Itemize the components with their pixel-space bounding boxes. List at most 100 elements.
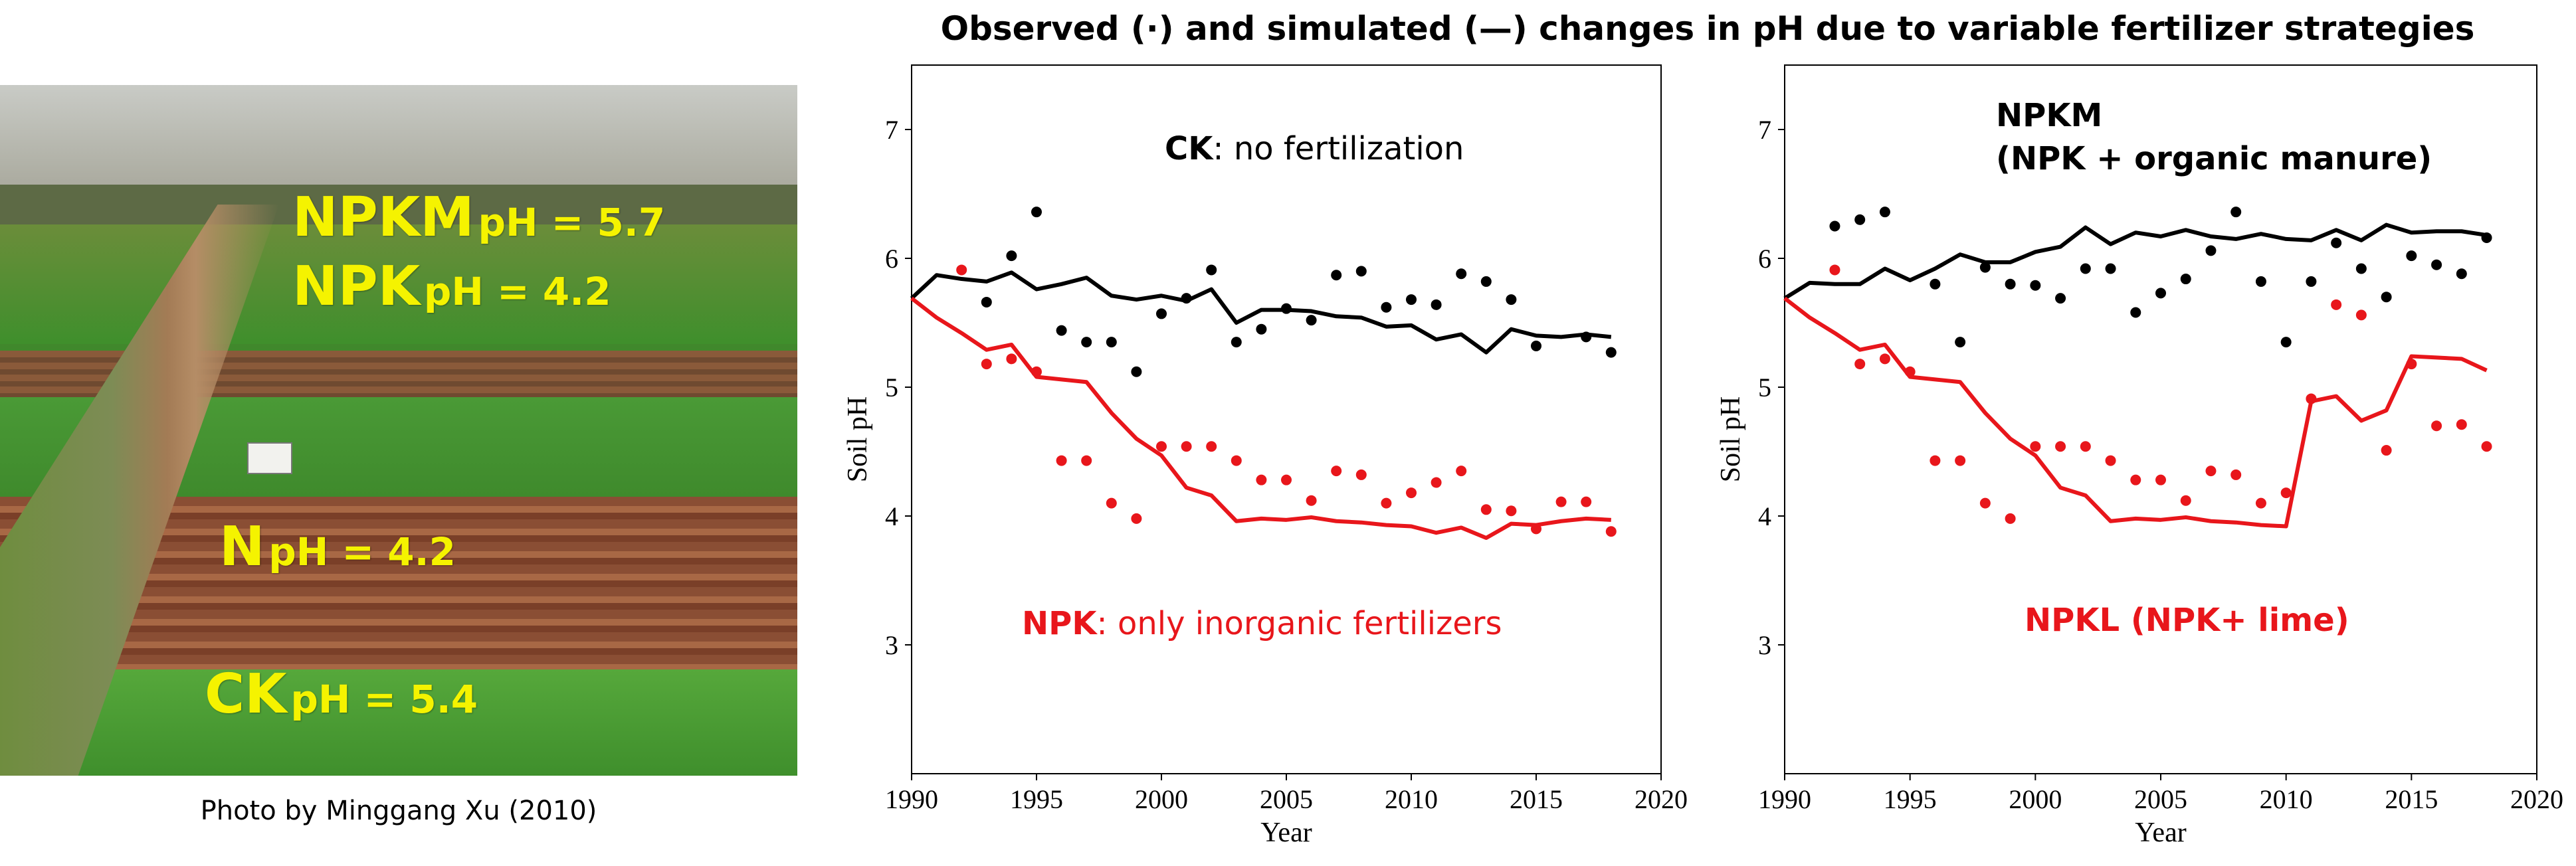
x-tick-label: 2010 — [2260, 784, 2313, 814]
observed-point-black — [1955, 337, 1966, 348]
observed-point-red — [1904, 366, 1916, 377]
observed-point-red — [1081, 455, 1092, 466]
observed-point-red — [2230, 469, 2242, 480]
photo-label-npk: NPK pH = 4.2 — [292, 255, 611, 318]
x-tick-label: 1995 — [1010, 784, 1063, 814]
observed-point-black — [2355, 263, 2367, 274]
observed-point-red — [1131, 513, 1142, 524]
chart-panel-1: 1990 1995 2000 2005 2010 2015 2020 3 4 5 6 7 Year Soi… — [842, 64, 1688, 848]
observed-point-black — [1231, 337, 1242, 348]
observed-point-black — [2280, 337, 2292, 348]
photo-label-ck-ph: pH = 5.4 — [290, 677, 478, 722]
annotation-bold: (NPK + organic manure) — [1996, 140, 2432, 177]
observed-point-black — [1581, 331, 1592, 343]
photo-label-n-name: N — [219, 515, 265, 578]
annotation-1: CK: no fertilization — [1165, 130, 1464, 167]
observed-point-red — [1331, 466, 1342, 477]
observed-point-red — [1979, 497, 1991, 509]
observed-point-black — [2005, 278, 2016, 290]
photo-label-ck-name: CK — [205, 663, 287, 726]
observed-point-red — [1231, 455, 1242, 466]
annotation-text: : no fertilization — [1213, 130, 1464, 167]
observed-point-red — [1156, 441, 1167, 452]
annotation-2: NPK: only inorganic fertilizers — [1022, 605, 1502, 642]
y-tick-label: 7 — [1758, 115, 1771, 145]
x-axis-title: Year — [1260, 818, 1312, 848]
observed-point-black — [1930, 278, 1941, 290]
observed-point-black — [1854, 214, 1866, 225]
observed-point-red — [1506, 505, 1517, 517]
observed-point-black — [1006, 250, 1017, 262]
observed-point-black — [2180, 274, 2191, 285]
x-tick-label: 2015 — [2385, 784, 2438, 814]
observed-point-red — [1006, 353, 1017, 365]
x-tick-label: 2020 — [2510, 784, 2563, 814]
observed-point-red — [1605, 526, 1617, 537]
observed-point-red — [2381, 445, 2392, 456]
observed-point-red — [2055, 441, 2066, 452]
observed-point-black — [2481, 232, 2492, 243]
x-tick-label: 2005 — [1260, 784, 1313, 814]
observed-point-red — [2280, 487, 2292, 499]
field-photo: NPKM pH = 5.7 NPK pH = 4.2 N pH = 4.2 CK… — [0, 85, 797, 776]
observed-point-red — [1256, 474, 1267, 485]
observed-point-red — [2105, 455, 2116, 466]
observed-point-red — [2331, 299, 2342, 310]
observed-point-black — [1056, 325, 1067, 336]
y-tick-label: 5 — [1758, 373, 1771, 402]
observed-point-red — [2481, 441, 2492, 452]
photo-label-npkm: NPKM pH = 5.7 — [292, 186, 665, 249]
photo-label-npkm-name: NPKM — [292, 186, 474, 249]
observed-point-black — [1605, 347, 1617, 358]
annotation-1: NPKM — [1996, 97, 2102, 134]
simulated-line-black — [910, 270, 1612, 355]
observed-point-black — [1406, 294, 1417, 305]
observed-point-black — [1106, 337, 1117, 348]
observed-point-red — [1306, 495, 1317, 506]
observed-point-black — [2105, 263, 2116, 274]
observed-point-black — [2431, 259, 2442, 270]
observed-point-black — [2080, 263, 2091, 274]
x-tick-label: 1995 — [1884, 784, 1937, 814]
observed-point-black — [1355, 266, 1367, 277]
x-tick-label: 2015 — [1510, 784, 1563, 814]
simulated-line-black — [1783, 222, 2487, 300]
observed-point-red — [1456, 466, 1467, 477]
observed-point-red — [1106, 497, 1117, 509]
annotation-bold: CK — [1165, 130, 1214, 167]
x-tick-label: 2000 — [2009, 784, 2062, 814]
y-axis-title: Soil pH — [842, 396, 873, 483]
observed-point-black — [2331, 237, 2342, 248]
observed-point-red — [1829, 264, 1840, 276]
observed-point-black — [1480, 276, 1492, 287]
y-tick-label: 3 — [885, 630, 898, 660]
observed-point-black — [1979, 262, 1991, 273]
observed-point-black — [1156, 308, 1167, 319]
observed-point-black — [1381, 302, 1392, 313]
observed-point-red — [1879, 353, 1890, 365]
observed-point-black — [2155, 288, 2166, 299]
observed-point-red — [1955, 455, 1966, 466]
observed-point-red — [1431, 477, 1442, 488]
observed-point-red — [1181, 441, 1192, 452]
observed-point-black — [2406, 250, 2417, 262]
annotation-3: NPKL (NPK+ lime) — [2025, 602, 2349, 639]
y-tick-label: 7 — [885, 115, 898, 145]
y-axis-title: Soil pH — [1716, 396, 1746, 483]
observed-point-red — [2180, 495, 2191, 506]
x-axis-title: Year — [2135, 818, 2186, 848]
observed-point-black — [1456, 268, 1467, 280]
annotation-bold: NPK — [1022, 605, 1098, 642]
observed-point-black — [2230, 207, 2242, 218]
observed-point-red — [2431, 420, 2442, 432]
photo-strip-1 — [0, 224, 797, 344]
photo-label-ck: CK pH = 5.4 — [205, 663, 478, 726]
annotation-bold: NPKL (NPK+ lime) — [2025, 602, 2349, 639]
observed-point-black — [1431, 299, 1442, 310]
photo-label-npk-name: NPK — [292, 255, 421, 318]
observed-point-black — [2381, 292, 2392, 303]
observed-point-black — [2255, 276, 2266, 287]
annotation-text: : only inorganic fertilizers — [1097, 605, 1502, 642]
observed-point-red — [1581, 496, 1592, 507]
